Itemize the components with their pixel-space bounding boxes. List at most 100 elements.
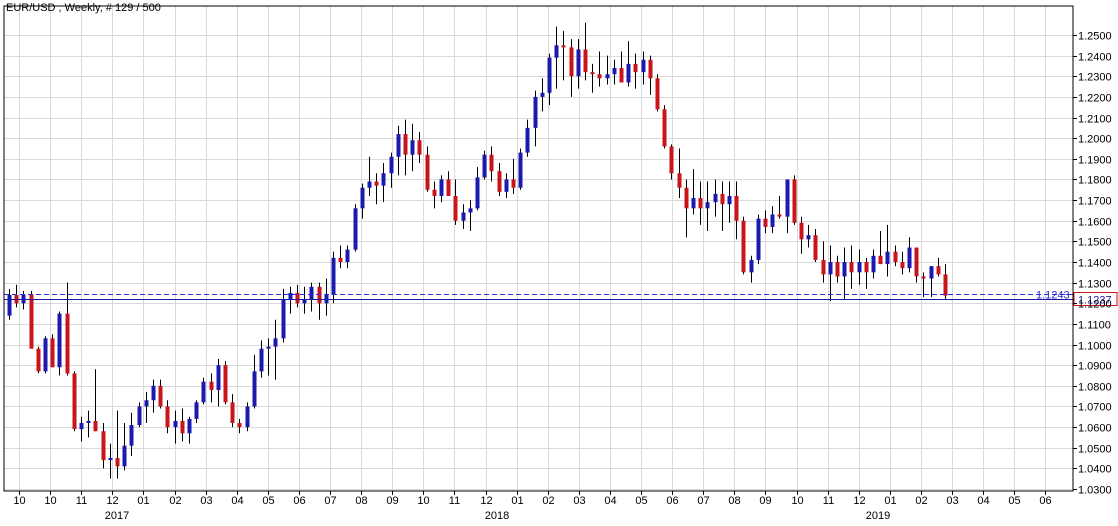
candle (309, 282, 314, 312)
y-tick-label: 1.1400 (1078, 258, 1112, 270)
x-tick-label: 10 (13, 495, 25, 507)
candle (194, 400, 199, 423)
chart-grid (4, 6, 1073, 491)
price-axis: 1.2500 1.2400 1.2300 1.2200 1.2100 1.2000 1.19… (1073, 31, 1112, 497)
candle (684, 179, 689, 238)
candle (943, 264, 948, 300)
candle (122, 422, 127, 471)
candle (93, 369, 98, 432)
candle-body-bullish (273, 338, 278, 347)
candle-body-bullish (57, 313, 62, 368)
y-tick-label: 1.1500 (1078, 237, 1112, 249)
candle (770, 206, 775, 234)
x-tick-label: 07 (697, 495, 709, 507)
candle-body-bearish (403, 134, 408, 155)
candle-body-bullish (785, 179, 790, 217)
candle-body-bearish (453, 195, 458, 221)
candle (230, 394, 235, 428)
candle-body-bearish (741, 220, 746, 273)
candle (57, 311, 62, 376)
candle (410, 123, 415, 172)
candle (849, 245, 854, 289)
candle (374, 173, 379, 205)
x-tick-label: 04 (977, 495, 989, 507)
candle-body-bearish (432, 189, 437, 196)
candle (468, 200, 473, 232)
candle-body-bearish (569, 47, 574, 77)
candle-body-bearish (50, 338, 55, 368)
candle-body-bullish (475, 177, 480, 209)
candle (576, 39, 581, 89)
candle-body-bullish (626, 63, 631, 83)
candle (417, 131, 422, 163)
candle (900, 251, 905, 275)
candle-body-bullish (194, 402, 199, 419)
candle-body-bullish (381, 173, 386, 186)
candle (921, 272, 926, 298)
candle-body-bearish (511, 179, 516, 188)
y-tick-label: 1.1700 (1078, 196, 1112, 208)
candle (144, 392, 149, 423)
candle (835, 255, 840, 283)
candle (813, 228, 818, 262)
candle (72, 371, 77, 432)
candle (151, 379, 156, 413)
candle-body-bearish (648, 59, 653, 79)
candle-body-bearish (669, 146, 674, 174)
candle-body-bearish (561, 45, 566, 48)
candle-body-bearish (677, 173, 682, 188)
candle-body-bearish (864, 262, 869, 273)
candle-body-bullish (554, 45, 559, 58)
horizontal-lines: 1.1243 1.1237 (4, 290, 1118, 307)
candle-body-bearish (698, 198, 703, 209)
candle (158, 379, 163, 409)
candle-body-bearish (158, 385, 163, 407)
candle (223, 361, 228, 405)
y-tick-label: 1.1600 (1078, 217, 1112, 229)
candle-body-bearish (813, 235, 818, 260)
candle (720, 181, 725, 232)
x-tick-label: 03 (573, 495, 585, 507)
x-tick-label: 10 (791, 495, 803, 507)
y-tick-label: 1.1100 (1078, 320, 1111, 332)
candle (785, 179, 790, 234)
candle-body-bullish (43, 338, 48, 372)
candle-body-bullish (288, 292, 293, 300)
x-tick-label: 05 (262, 495, 274, 507)
candle-body-bearish (590, 72, 595, 75)
candle (29, 290, 34, 349)
candle-body-bearish (36, 348, 41, 372)
candle-body-bearish (209, 381, 214, 390)
candle-body-bearish (317, 286, 322, 304)
candle (619, 51, 624, 83)
candle-body-bearish (93, 420, 98, 432)
candle-body-bullish (705, 202, 710, 209)
candle (432, 181, 437, 209)
candle (936, 257, 941, 277)
candle (842, 247, 847, 300)
candle (201, 377, 206, 405)
candle-body-bullish (756, 218, 761, 260)
candle-body-bearish (338, 257, 343, 262)
candle (525, 119, 530, 157)
y-tick-label: 1.1800 (1078, 175, 1112, 187)
candle-body-bearish (720, 193, 725, 205)
candle-body-bullish (929, 266, 934, 279)
candle-body-bearish (29, 295, 34, 349)
candle (65, 282, 70, 376)
candle-body-bullish (144, 400, 149, 407)
candle (50, 334, 55, 368)
candle-body-bearish (849, 262, 854, 273)
candle (209, 373, 214, 403)
candle-body-bearish (821, 259, 826, 275)
y-tick-label: 1.0400 (1078, 464, 1112, 476)
candle-body-bullish (525, 127, 530, 153)
candle-body-bullish (245, 406, 250, 428)
y-tick-label: 1.0800 (1078, 382, 1112, 394)
candle (741, 216, 746, 275)
x-tick-label: 10 (44, 495, 56, 507)
x-year-label: 2018 (485, 510, 509, 522)
candle-body-bullish (540, 92, 545, 97)
